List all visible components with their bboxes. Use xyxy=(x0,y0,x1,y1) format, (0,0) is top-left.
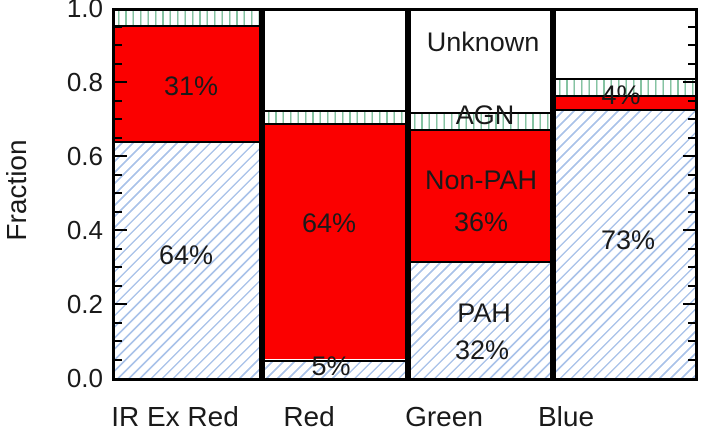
bar-annotation: 31% xyxy=(163,70,219,101)
y-axis-tick xyxy=(683,303,695,305)
y-axis-tick xyxy=(115,192,122,194)
y-axis-tick xyxy=(115,321,122,324)
y-axis-tick xyxy=(115,136,122,139)
y-axis-tick xyxy=(688,62,695,65)
y-axis-tick xyxy=(688,25,695,28)
y-axis-tick xyxy=(115,210,122,213)
y-axis-tick xyxy=(115,81,127,83)
segment-unknown-red xyxy=(262,8,408,110)
segment-agn-green xyxy=(408,111,553,130)
y-tick-label: 0.8 xyxy=(66,67,103,97)
bar-annotation: Non-PAH xyxy=(424,164,538,195)
segment-agn-ir-ex-red xyxy=(112,8,262,25)
y-axis-tick xyxy=(688,284,695,287)
y-tick-label: 0.2 xyxy=(66,289,103,319)
bar-annotation: 73% xyxy=(600,224,656,255)
bar-annotation: Unknown xyxy=(426,26,540,57)
y-axis-tick xyxy=(688,340,695,342)
bar-annotation: 36% xyxy=(453,206,509,237)
segment-pah-ir-ex-red xyxy=(112,141,262,378)
y-axis-tick xyxy=(115,340,122,342)
y-axis-tick xyxy=(115,229,127,231)
bar-annotation: 4% xyxy=(601,79,641,110)
bar-annotation: 64% xyxy=(158,239,214,270)
segment-non-pah-green xyxy=(408,129,553,262)
y-axis-tick xyxy=(683,81,695,83)
y-axis-tick xyxy=(115,99,122,102)
bar-annotation: PAH xyxy=(457,297,511,328)
segment-agn-blue xyxy=(553,78,698,95)
segment-unknown-green xyxy=(408,8,553,112)
y-axis-tick xyxy=(115,266,122,268)
bar-annotation: 64% xyxy=(301,207,357,238)
segment-pah-blue xyxy=(553,109,698,378)
y-axis-tick xyxy=(115,173,122,176)
y-axis-tick xyxy=(688,173,695,176)
x-category-label: Green xyxy=(405,401,483,432)
y-axis-tick xyxy=(688,321,695,324)
y-axis-tick xyxy=(115,358,122,361)
y-axis-tick xyxy=(688,358,695,361)
segment-unknown-blue xyxy=(553,8,698,79)
segment-pah-red xyxy=(262,359,408,378)
y-axis-tick xyxy=(115,44,122,46)
y-axis-tick xyxy=(688,210,695,213)
y-axis-tick xyxy=(115,25,122,28)
y-axis-tick xyxy=(115,284,122,287)
y-tick-label: 0.4 xyxy=(66,215,103,245)
y-axis-tick xyxy=(688,192,695,194)
y-axis-tick xyxy=(688,44,695,46)
y-axis-tick xyxy=(115,62,122,65)
bar-annotation: AGN xyxy=(455,99,515,130)
y-axis-tick xyxy=(115,303,127,305)
y-axis-tick xyxy=(688,118,695,120)
y-axis-tick xyxy=(688,247,695,250)
x-category-label: Blue xyxy=(537,401,595,432)
y-axis-tick xyxy=(683,229,695,231)
y-axis-tick xyxy=(688,266,695,268)
y-axis-tick xyxy=(115,118,122,120)
x-category-label: IR Ex Red xyxy=(111,401,239,432)
x-category-label: Red xyxy=(283,401,335,432)
segment-non-pah-red xyxy=(262,123,408,360)
segment-pah-green xyxy=(408,261,553,378)
bar-annotation: 5% xyxy=(311,350,351,381)
bar-annotation: 32% xyxy=(454,334,510,365)
y-axis-tick xyxy=(688,136,695,139)
y-tick-label: 1.0 xyxy=(66,0,103,23)
y-axis-tick xyxy=(115,155,127,157)
segment-non-pah-blue xyxy=(553,94,698,109)
y-axis-tick xyxy=(683,155,695,157)
y-tick-label: 0.6 xyxy=(66,141,103,171)
y-axis-tick xyxy=(115,247,122,250)
y-axis-tick xyxy=(688,99,695,102)
segment-non-pah-ir-ex-red xyxy=(112,24,262,142)
segment-agn-red xyxy=(262,109,408,124)
y-tick-label: 0.0 xyxy=(66,363,103,393)
